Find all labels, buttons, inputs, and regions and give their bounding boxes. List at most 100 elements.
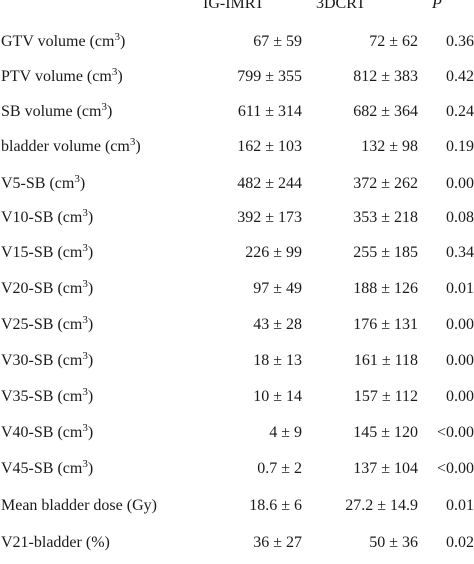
row-label: V30-SB (cm3): [1, 346, 93, 376]
row-label: V25-SB (cm3): [1, 310, 93, 340]
row-label-suffix: ): [79, 175, 86, 192]
ig-imrt-value: 611 ± 314: [237, 103, 302, 120]
row-label-suffix: ): [87, 316, 94, 333]
unit-superscript: 3: [82, 422, 88, 434]
row-label-suffix: ): [106, 103, 113, 120]
3dcrt-value: 145 ± 120: [353, 424, 418, 441]
header-p-value: P: [432, 0, 442, 12]
ig-imrt-value: 4 ± 9: [269, 424, 302, 441]
p-value: 0.193: [446, 138, 474, 155]
table-row: V40-SB (cm3) 4 ± 9 145 ± 120 <0.001: [0, 418, 474, 448]
3dcrt-value: 682 ± 364: [353, 103, 418, 120]
ig-imrt-value: 162 ± 103: [237, 138, 302, 155]
3dcrt-value: 27.2 ± 14.9: [345, 497, 418, 514]
row-label-text: bladder volume (cm: [1, 138, 130, 155]
3dcrt-value: 50 ± 36: [369, 534, 418, 551]
p-value: <0.001: [436, 460, 474, 477]
ig-imrt-value: 0.7 ± 2: [257, 460, 302, 477]
row-label-text: V30-SB (cm: [1, 352, 83, 369]
table-row: bladder volume (cm3) 162 ± 103 132 ± 98 0.1…: [0, 132, 474, 162]
ig-imrt-value: 18 ± 13: [253, 352, 302, 369]
p-value: 0.089: [446, 209, 474, 226]
row-label-suffix: ): [87, 209, 94, 226]
row-label: V35-SB (cm3): [1, 382, 93, 412]
p-value: 0.023: [446, 534, 474, 551]
3dcrt-value: 812 ± 383: [353, 68, 418, 85]
3dcrt-value: 132 ± 98: [361, 138, 418, 155]
ig-imrt-value: 799 ± 355: [237, 68, 302, 85]
3dcrt-value: 176 ± 131: [353, 316, 418, 333]
row-label: GTV volume (cm3): [1, 27, 125, 57]
3dcrt-value: 157 ± 112: [353, 388, 418, 405]
row-label: V40-SB (cm3): [1, 418, 93, 448]
ig-imrt-value: 67 ± 59: [253, 33, 302, 50]
row-label-suffix: ): [87, 280, 94, 297]
table-row: Mean bladder dose (Gy) 18.6 ± 6 27.2 ± 14.…: [0, 491, 474, 521]
unit-superscript: 3: [82, 278, 88, 290]
table-row: V30-SB (cm3) 18 ± 13 161 ± 118 0.001: [0, 346, 474, 376]
table-row: V45-SB (cm3) 0.7 ± 2 137 ± 104 <0.001: [0, 454, 474, 484]
row-label-text: GTV volume (cm: [1, 33, 115, 50]
table-row: SB volume (cm3) 611 ± 314 682 ± 364 0.246: [0, 97, 474, 127]
p-value: 0.008: [446, 316, 474, 333]
row-label-suffix: ): [87, 424, 94, 441]
p-value: 0.340: [446, 244, 474, 261]
row-label: V15-SB (cm3): [1, 238, 93, 268]
p-value: 0.015: [446, 497, 474, 514]
unit-superscript: 3: [82, 350, 88, 362]
row-label: V10-SB (cm3): [1, 203, 93, 233]
ig-imrt-value: 97 ± 49: [253, 280, 302, 297]
p-value: 0.001: [446, 352, 474, 369]
row-label-suffix: ): [87, 352, 94, 369]
row-label-text: V5-SB (cm: [1, 175, 75, 192]
unit-superscript: 3: [101, 101, 107, 113]
unit-superscript: 3: [82, 242, 88, 254]
ig-imrt-value: 392 ± 173: [237, 209, 302, 226]
row-label-text: V15-SB (cm: [1, 244, 83, 261]
row-label-text: V21-bladder (%): [1, 534, 110, 551]
3dcrt-value: 372 ± 262: [353, 175, 418, 192]
ig-imrt-value: 18.6 ± 6: [249, 497, 302, 514]
unit-superscript: 3: [111, 66, 118, 78]
p-value: 0.003: [446, 175, 474, 192]
table-row: V20-SB (cm3) 97 ± 49 188 ± 126 0.012: [0, 274, 474, 304]
unit-superscript: 3: [82, 207, 88, 219]
row-label-suffix: ): [87, 244, 94, 261]
row-label-text: Mean bladder dose (Gy): [1, 497, 157, 514]
3dcrt-value: 161 ± 118: [353, 352, 418, 369]
row-label-text: V35-SB (cm: [1, 388, 83, 405]
table-header: IG-IMRT 3DCRT P: [0, 0, 474, 14]
row-label-text: V25-SB (cm: [1, 316, 83, 333]
ig-imrt-value: 226 ± 99: [245, 244, 302, 261]
row-label-text: V20-SB (cm: [1, 280, 83, 297]
unit-superscript: 3: [74, 173, 80, 185]
row-label: PTV volume (cm3): [1, 62, 123, 92]
header-3dcrt: 3DCRT: [316, 0, 366, 12]
unit-superscript: 3: [129, 136, 136, 148]
table-row: V15-SB (cm3) 226 ± 99 255 ± 185 0.340: [0, 238, 474, 268]
header-ig-imrt: IG-IMRT: [203, 0, 265, 12]
row-label-text: V40-SB (cm: [1, 424, 83, 441]
row-label-text: V10-SB (cm: [1, 209, 83, 226]
p-value: 0.012: [446, 280, 474, 297]
ig-imrt-value: 43 ± 28: [253, 316, 302, 333]
3dcrt-value: 353 ± 218: [353, 209, 418, 226]
ig-imrt-value: 482 ± 244: [237, 175, 302, 192]
p-value: <0.001: [436, 424, 474, 441]
ig-imrt-value: 36 ± 27: [253, 534, 302, 551]
table-row: V5-SB (cm3) 482 ± 244 372 ± 262 0.003: [0, 169, 474, 199]
row-label: bladder volume (cm3): [1, 132, 141, 162]
row-label: Mean bladder dose (Gy): [1, 491, 157, 521]
table-row: V35-SB (cm3) 10 ± 14 157 ± 112 0.001: [0, 382, 474, 412]
table-row: PTV volume (cm3) 799 ± 355 812 ± 383 0.428: [0, 62, 474, 92]
unit-superscript: 3: [114, 31, 120, 43]
row-label: V5-SB (cm3): [1, 169, 85, 199]
3dcrt-value: 137 ± 104: [353, 460, 418, 477]
table-row: V25-SB (cm3) 43 ± 28 176 ± 131 0.008: [0, 310, 474, 340]
row-label: V21-bladder (%): [1, 528, 110, 558]
row-label-suffix: ): [87, 388, 94, 405]
row-label-text: V45-SB (cm: [1, 460, 83, 477]
row-label-suffix: ): [87, 460, 94, 477]
p-value: 0.428: [446, 68, 474, 85]
